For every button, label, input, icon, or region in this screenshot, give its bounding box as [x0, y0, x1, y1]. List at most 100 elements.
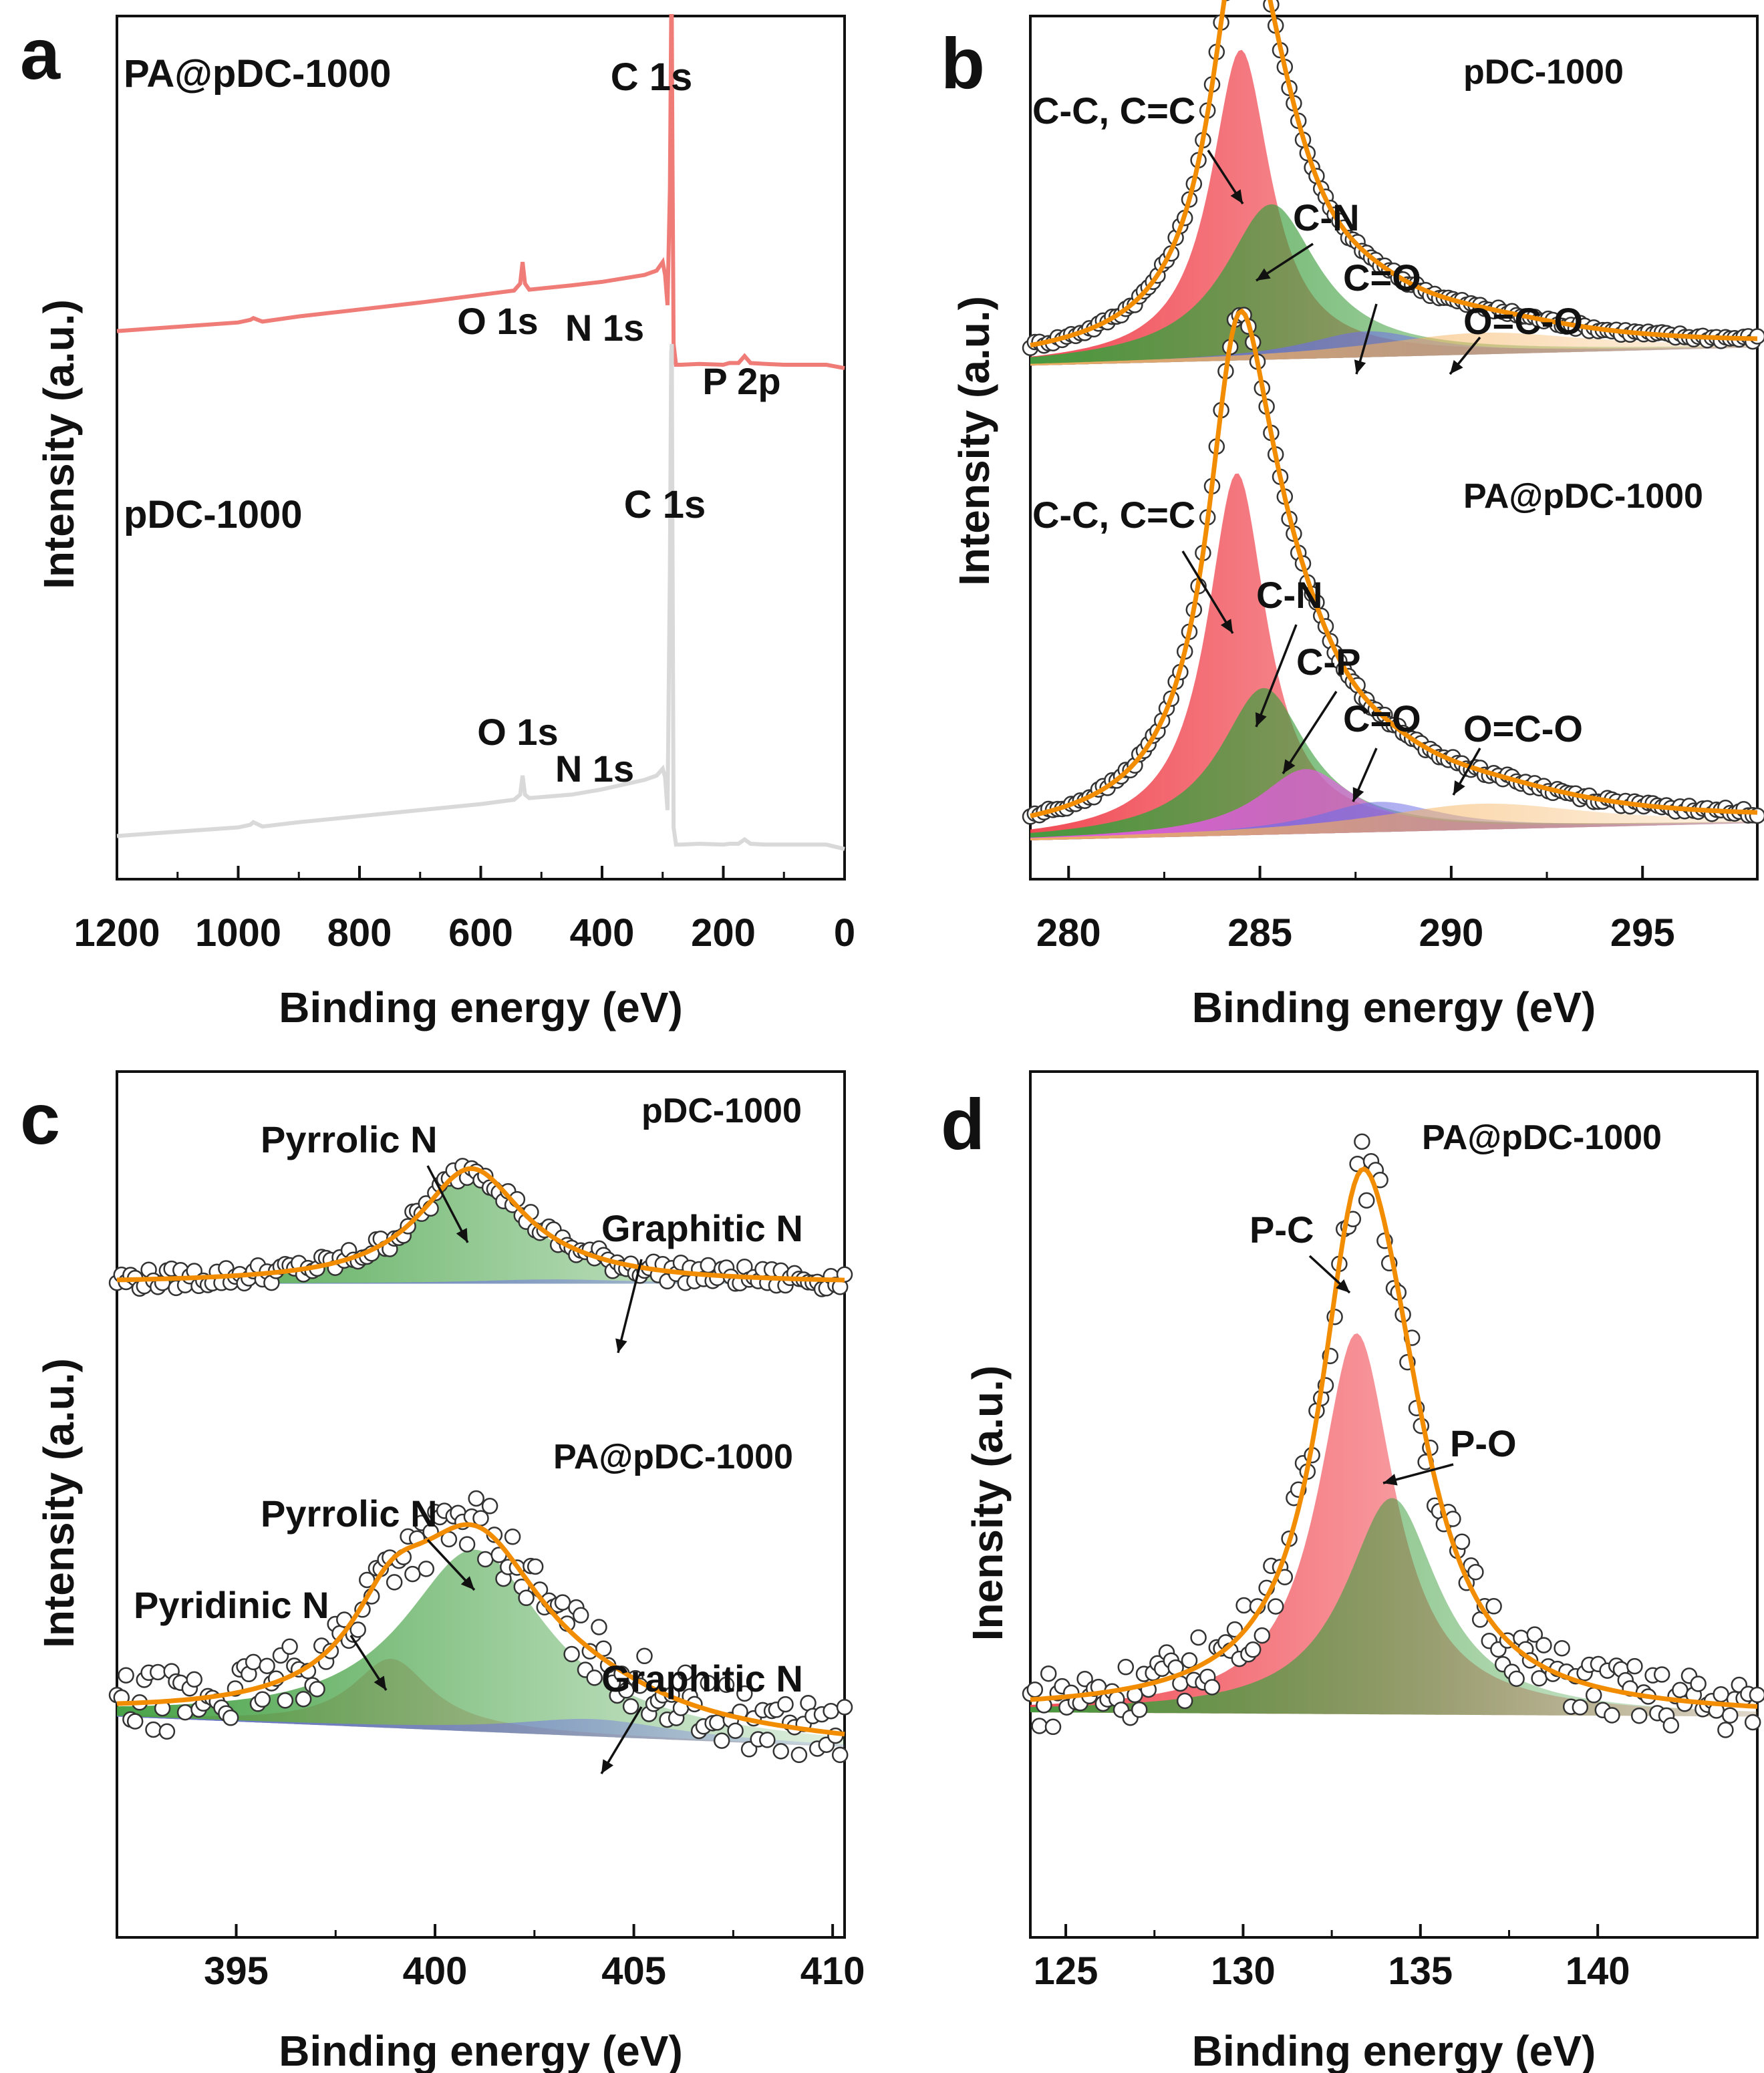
- data-point: [586, 1669, 603, 1686]
- annotation-label: Graphitic N: [601, 1657, 803, 1700]
- panel-letter: c: [20, 1078, 60, 1159]
- data-point: [772, 1743, 789, 1760]
- data-point: [1354, 1133, 1370, 1150]
- data-point: [790, 1746, 808, 1764]
- panel-letter: b: [941, 23, 985, 104]
- peak-p-o: [1030, 1498, 1757, 1717]
- fit-envelope: [116, 1166, 845, 1283]
- data-point: [295, 1691, 312, 1708]
- x-tick-label: 130: [1211, 1949, 1276, 1993]
- x-tick-label: 125: [1034, 1949, 1098, 1993]
- arrow-head: [1336, 1279, 1350, 1293]
- fit-envelope: [116, 1522, 845, 1737]
- annotation-label: C-P: [1296, 641, 1360, 683]
- arrow-head: [1255, 712, 1267, 727]
- callout-arrow: [1256, 243, 1314, 282]
- data-point: [727, 1722, 744, 1739]
- data-point: [477, 1551, 494, 1568]
- data-point: [222, 1710, 239, 1726]
- data-point: [245, 1653, 262, 1671]
- y-axis-label: Intensity (a.u.): [950, 296, 998, 586]
- data-point: [118, 1667, 134, 1684]
- arrow-head: [1453, 780, 1465, 795]
- x-tick-label: 600: [448, 911, 513, 955]
- annotation-label: Graphitic N: [601, 1207, 803, 1249]
- callout-arrow: [1449, 336, 1481, 375]
- data-point: [1244, 1641, 1262, 1658]
- series-line-0: [116, 14, 845, 371]
- data-point: [1508, 1670, 1525, 1688]
- data-point: [1630, 1707, 1648, 1724]
- data-point: [1672, 1682, 1688, 1699]
- data-point: [1653, 1666, 1670, 1683]
- annotation-label: N 1s: [565, 307, 644, 349]
- arrow-head: [601, 1759, 614, 1774]
- data-point: [1203, 1679, 1221, 1696]
- fit-envelope: [1030, 1166, 1758, 1709]
- x-tick-label: 800: [327, 911, 392, 955]
- data-point: [281, 1638, 298, 1655]
- peak-c-n: [1030, 688, 1757, 840]
- y-axis-label: Intensity (a.u.): [35, 1358, 83, 1648]
- data-point: [736, 1685, 753, 1702]
- arrow-head: [1283, 759, 1296, 774]
- data-point: [554, 1594, 571, 1611]
- annotation-label: pDC-1000: [1463, 53, 1624, 92]
- data-point: [404, 1565, 421, 1583]
- subplot-0: [108, 1158, 853, 1297]
- data-point: [1467, 1563, 1484, 1581]
- x-tick-label: 135: [1388, 1949, 1453, 1993]
- data-point: [572, 1607, 589, 1624]
- subplot-0: [1022, 0, 1764, 366]
- data-point: [700, 1675, 717, 1692]
- y-axis-label: Intensity (a.u.): [35, 299, 83, 589]
- annotation-label: P-O: [1450, 1422, 1517, 1464]
- data-point: [563, 1645, 580, 1663]
- annotation-label: C=O: [1343, 257, 1421, 299]
- arrow-head: [1383, 1474, 1398, 1486]
- data-point: [1604, 1707, 1620, 1724]
- data-point: [1554, 1639, 1570, 1657]
- data-point: [823, 1702, 839, 1720]
- annotation-label: Pyrrolic N: [261, 1118, 438, 1160]
- data-point: [1717, 1722, 1734, 1738]
- data-point: [1131, 1701, 1148, 1718]
- data-point: [1358, 1192, 1375, 1209]
- callout-arrow: [615, 1259, 643, 1353]
- annotation-label: pDC-1000: [641, 1092, 802, 1130]
- data-point: [1526, 1626, 1544, 1643]
- annotation-label: C=O: [1343, 697, 1421, 740]
- data-point: [527, 1558, 544, 1575]
- x-tick-label: 200: [691, 911, 756, 955]
- x-axis-label: Binding energy (eV): [279, 2027, 683, 2073]
- arrow-head: [1354, 359, 1366, 374]
- peak-c-p: [1030, 769, 1757, 840]
- peak-c-c-c-c: [1030, 473, 1757, 840]
- data-point: [504, 1529, 521, 1545]
- data-point: [186, 1671, 202, 1688]
- data-point: [1749, 1686, 1764, 1704]
- panel-c: c 395 400 405 410 Binding energy (eV) Intensit…: [20, 1070, 865, 2073]
- annotation-label: N 1s: [555, 748, 634, 790]
- data-point: [1176, 1692, 1193, 1710]
- data-point: [1453, 1533, 1471, 1550]
- subplot-1: [108, 1490, 853, 1764]
- callout-arrow: [1382, 1463, 1454, 1486]
- callout-arrow: [1452, 748, 1481, 796]
- data-point: [145, 1721, 162, 1738]
- x-tick-label: 405: [601, 1949, 666, 1993]
- data-point: [1485, 1598, 1502, 1615]
- x-tick-label: 295: [1610, 911, 1675, 955]
- annotation-label: PA@pDC-1000: [1422, 1118, 1662, 1157]
- callout-arrow: [1282, 691, 1338, 774]
- x-tick-label: 395: [204, 1949, 269, 1993]
- data-point: [636, 1647, 653, 1665]
- callout-arrow: [349, 1635, 388, 1691]
- data-point: [1226, 1621, 1243, 1638]
- panel-letter: d: [941, 1084, 985, 1164]
- data-point: [150, 1663, 166, 1681]
- data-point: [1721, 1707, 1739, 1724]
- x-tick-label: 140: [1566, 1949, 1630, 1993]
- arrow-head: [1220, 619, 1233, 633]
- annotation-label: PA@pDC-1000: [124, 52, 391, 96]
